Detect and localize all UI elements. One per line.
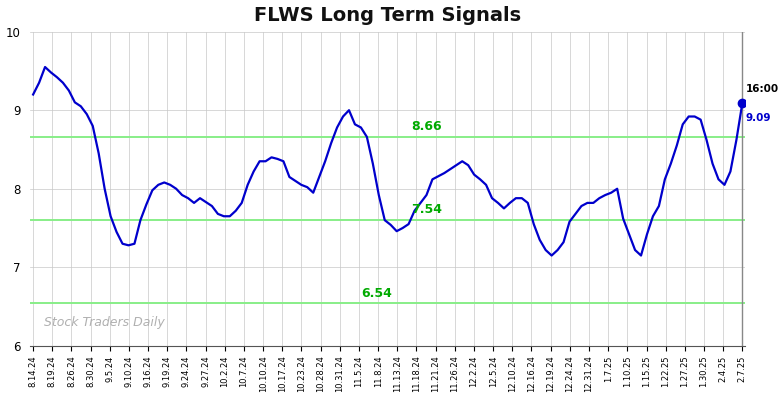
Title: FLWS Long Term Signals: FLWS Long Term Signals bbox=[254, 6, 521, 25]
Text: Stock Traders Daily: Stock Traders Daily bbox=[45, 316, 165, 329]
Text: 9.09: 9.09 bbox=[746, 113, 771, 123]
Text: 7.54: 7.54 bbox=[411, 203, 442, 216]
Text: 6.54: 6.54 bbox=[361, 287, 392, 300]
Text: 16:00: 16:00 bbox=[746, 84, 779, 94]
Text: 8.66: 8.66 bbox=[411, 120, 442, 133]
